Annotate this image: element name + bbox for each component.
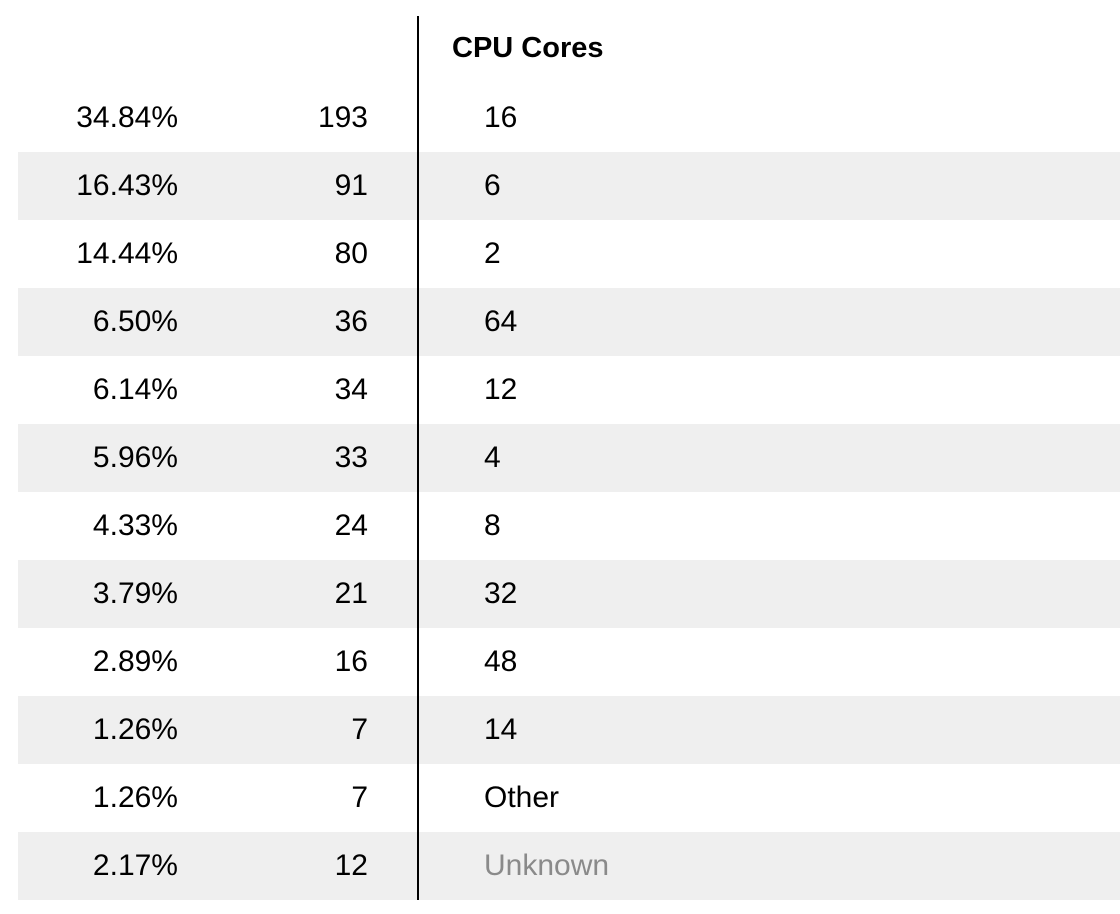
cores-cell: 12 — [484, 373, 518, 406]
table-row: 6.14% 34 12 — [18, 356, 1120, 424]
count-cell: 16 — [334, 645, 368, 678]
cpu-cores-table: CPU Cores 34.84% 193 16 16.43% 91 6 14.4… — [18, 16, 1120, 900]
percent-cell: 6.14% — [92, 373, 178, 406]
table-row: 1.26% 7 Other — [18, 764, 1120, 832]
table-row: 16.43% 91 6 — [18, 152, 1120, 220]
cores-cell-unknown: Unknown — [484, 849, 610, 882]
cores-cell: 2 — [484, 237, 501, 270]
table-row: 2.89% 16 48 — [18, 628, 1120, 696]
table-row: 3.79% 21 32 — [18, 560, 1120, 628]
count-cell: 33 — [334, 441, 368, 474]
table-row: 4.33% 24 8 — [18, 492, 1120, 560]
percent-cell: 5.96% — [92, 441, 178, 474]
count-cell: 12 — [334, 849, 368, 882]
cores-cell: 32 — [484, 577, 518, 610]
count-cell: 36 — [334, 305, 368, 338]
count-cell: 91 — [334, 169, 368, 202]
table-row: 1.26% 7 14 — [18, 696, 1120, 764]
cores-cell: 8 — [484, 509, 501, 542]
cores-cell: 48 — [484, 645, 518, 678]
count-cell: 7 — [351, 713, 368, 746]
table-row: 14.44% 80 2 — [18, 220, 1120, 288]
count-cell: 21 — [334, 577, 368, 610]
percent-cell: 4.33% — [92, 509, 178, 542]
percent-cell: 14.44% — [76, 237, 178, 270]
percent-cell: 1.26% — [92, 713, 178, 746]
percent-cell: 3.79% — [92, 577, 178, 610]
count-cell: 24 — [334, 509, 368, 542]
table-row: 34.84% 193 16 — [18, 84, 1120, 152]
percent-cell: 2.17% — [92, 849, 178, 882]
count-cell: 7 — [351, 781, 368, 814]
cores-cell: 16 — [484, 101, 518, 134]
percent-cell: 34.84% — [76, 101, 178, 134]
cores-cell: 4 — [484, 441, 501, 474]
cores-cell: 6 — [484, 169, 501, 202]
percent-cell: 1.26% — [92, 781, 178, 814]
cores-cell: 64 — [484, 305, 518, 338]
table-row: 2.17% 12 Unknown — [18, 832, 1120, 900]
percent-cell: 16.43% — [76, 169, 178, 202]
cores-cell: 14 — [484, 713, 518, 746]
column-title: CPU Cores — [452, 32, 604, 64]
column-divider — [417, 16, 419, 900]
percent-cell: 2.89% — [92, 645, 178, 678]
cores-cell: Other — [484, 781, 560, 814]
percent-cell: 6.50% — [92, 305, 178, 338]
table-row: 6.50% 36 64 — [18, 288, 1120, 356]
count-cell: 193 — [317, 101, 368, 134]
count-cell: 34 — [334, 373, 368, 406]
count-cell: 80 — [334, 237, 368, 270]
table-header: CPU Cores — [18, 16, 1120, 84]
table-row: 5.96% 33 4 — [18, 424, 1120, 492]
